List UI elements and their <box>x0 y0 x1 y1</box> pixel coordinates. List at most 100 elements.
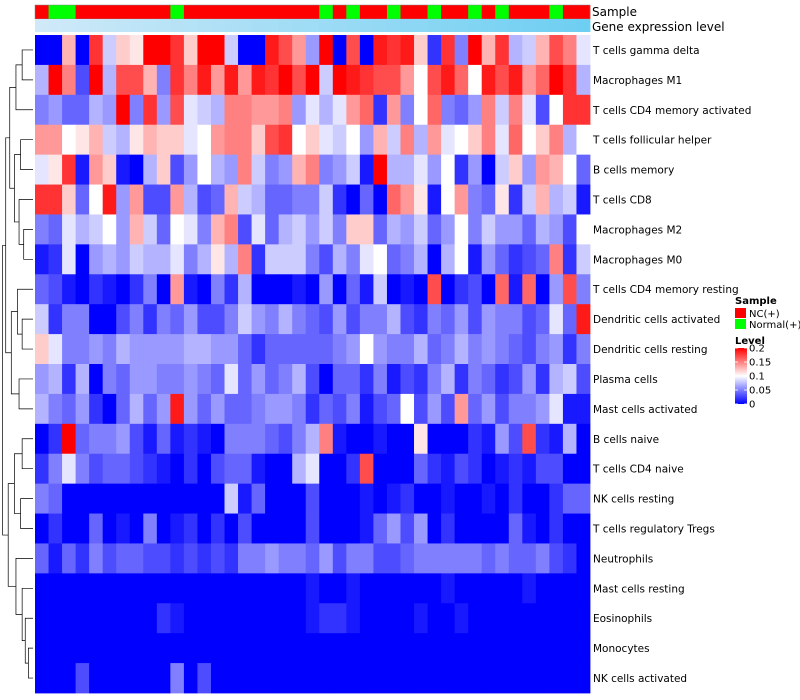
heatmap-cell <box>197 423 212 455</box>
heatmap-cell <box>292 35 307 66</box>
heatmap-cell <box>414 573 428 604</box>
heatmap-cell <box>562 603 577 634</box>
heatmap-cell <box>427 154 442 185</box>
heatmap-cell <box>170 35 185 66</box>
heatmap-cell <box>359 334 374 365</box>
heatmap-cell <box>251 35 266 66</box>
heatmap-cell <box>400 184 415 215</box>
heatmap-cell <box>549 274 564 305</box>
heatmap-cell <box>89 663 104 694</box>
heatmap-cell <box>319 423 334 455</box>
heatmap-cell <box>156 633 171 664</box>
heatmap-cell <box>441 603 456 634</box>
heatmap-cell <box>210 124 225 156</box>
heatmap-cell <box>75 64 90 96</box>
legend-sample-title: Sample <box>735 296 777 307</box>
heatmap-cell <box>143 633 158 664</box>
heatmap-cell <box>238 214 252 245</box>
row-dendrogram <box>2 49 33 679</box>
heatmap-cell <box>278 423 293 455</box>
heatmap-cell <box>414 124 428 156</box>
heatmap-cell <box>454 573 469 604</box>
heatmap-cell <box>238 633 252 664</box>
heatmap-cell <box>427 423 442 455</box>
heatmap-cell <box>197 334 212 365</box>
heatmap-cell <box>143 154 158 185</box>
heatmap-cell <box>549 64 564 96</box>
heatmap-cell <box>346 573 361 604</box>
heatmap-cell <box>414 334 428 365</box>
heatmap-cell <box>156 364 171 395</box>
heatmap-cell <box>75 35 90 66</box>
heatmap-cell <box>224 304 239 335</box>
heatmap-cell <box>414 244 428 275</box>
row-label: T cells follicular helper <box>592 135 712 147</box>
heatmap-cell <box>386 124 401 156</box>
heatmap-cell <box>386 94 401 126</box>
heatmap-cell <box>265 393 280 425</box>
heatmap-cell <box>562 124 577 156</box>
heatmap-cell <box>332 214 347 245</box>
heatmap-cell <box>441 663 456 694</box>
heatmap-cell <box>359 573 374 604</box>
heatmap-cell <box>238 513 252 544</box>
dendrogram-branch <box>17 288 33 335</box>
heatmap-cell <box>143 274 158 305</box>
heatmap-cell <box>143 244 158 275</box>
heatmap-cell <box>576 244 591 275</box>
heatmap-cell <box>373 94 388 126</box>
heatmap-cell <box>346 364 361 395</box>
heatmap-cell <box>210 244 225 275</box>
heatmap-cell <box>129 453 144 485</box>
heatmap-cell <box>35 64 49 96</box>
gene-expression-cell <box>75 19 90 32</box>
heatmap-cell <box>251 214 266 245</box>
heatmap-cell <box>576 35 591 66</box>
heatmap-cell <box>238 483 252 514</box>
heatmap-cell <box>116 603 131 634</box>
heatmap-cell <box>129 603 144 634</box>
sample-cell <box>549 5 564 19</box>
heatmap-cell <box>319 393 334 425</box>
heatmap-cell <box>562 154 577 185</box>
heatmap-cell <box>319 334 334 365</box>
heatmap-cell <box>156 393 171 425</box>
heatmap-cell <box>197 453 212 485</box>
heatmap-cell <box>197 154 212 185</box>
gene-expression-cell <box>265 19 280 32</box>
heatmap-cell <box>373 543 388 574</box>
heatmap-cell <box>481 453 496 485</box>
heatmap-cell <box>400 513 415 544</box>
sample-cell <box>265 5 280 19</box>
heatmap-cell <box>373 154 388 185</box>
heatmap-cell <box>373 453 388 485</box>
heatmap-cell <box>143 214 158 245</box>
heatmap-cell <box>89 483 104 514</box>
heatmap-cell <box>129 633 144 664</box>
gene-expression-cell <box>386 19 401 32</box>
heatmap-cell <box>359 603 374 634</box>
heatmap-cell <box>210 513 225 544</box>
heatmap-cell <box>89 423 104 455</box>
heatmap-cell <box>224 244 239 275</box>
heatmap-cell <box>62 364 77 395</box>
heatmap-cell <box>238 573 252 604</box>
heatmap-cell <box>468 154 483 185</box>
heatmap-cell <box>468 274 483 305</box>
heatmap-cell <box>319 663 334 694</box>
heatmap-cell <box>373 304 388 335</box>
heatmap-cell <box>278 483 293 514</box>
heatmap-cell <box>116 423 131 455</box>
heatmap-cell <box>183 334 198 365</box>
heatmap-cell <box>35 453 49 485</box>
heatmap-cell <box>183 184 198 215</box>
heatmap-cell <box>549 483 564 514</box>
heatmap-cell <box>319 483 334 514</box>
gene-expression-cell <box>224 19 239 32</box>
heatmap-cell <box>224 124 239 156</box>
heatmap-cell <box>468 244 483 275</box>
dendrogram-branch <box>24 617 33 664</box>
heatmap-cell <box>265 543 280 574</box>
heatmap-cell <box>522 304 537 335</box>
